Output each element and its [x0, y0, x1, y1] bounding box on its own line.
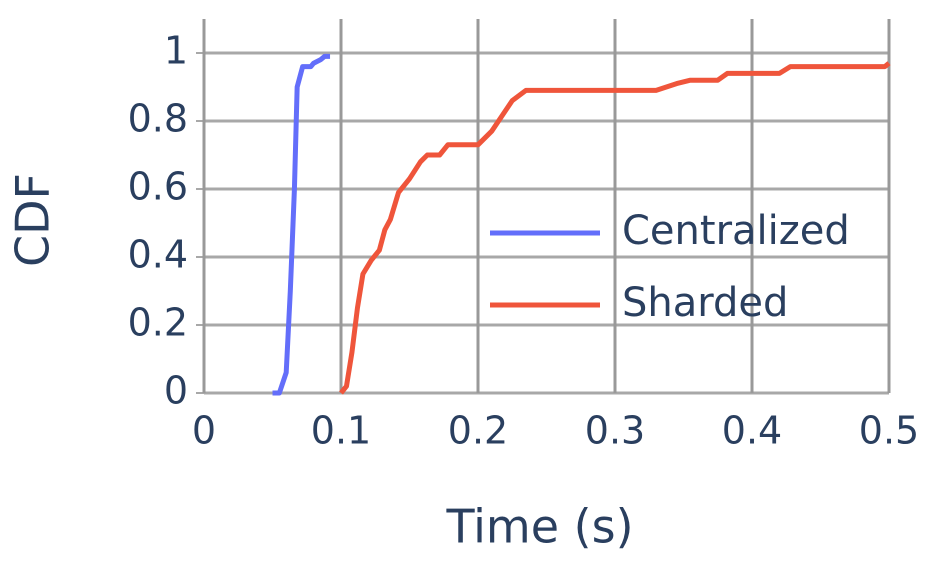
y-tick-label: 0 — [164, 369, 188, 413]
y-tick-label: 0.2 — [128, 301, 188, 345]
y-tick-label: 0.6 — [128, 165, 188, 209]
legend-label: Centralized — [622, 208, 850, 254]
x-tick-label: 0.2 — [448, 409, 508, 453]
series-line — [339, 61, 891, 395]
y-axis-title: CDF — [6, 173, 60, 267]
x-tick-label: 0.4 — [722, 409, 782, 453]
y-tick-label: 1 — [164, 29, 188, 73]
x-axis-title: Time (s) — [445, 500, 633, 554]
y-tick-label: 0.8 — [128, 97, 188, 141]
x-tick-label: 0 — [192, 409, 216, 453]
x-tick-label: 0.5 — [859, 409, 919, 453]
x-tick-label: 0.1 — [311, 409, 371, 453]
legend-label: Sharded — [622, 280, 788, 326]
y-tick-label: 0.4 — [128, 233, 188, 277]
series-line — [272, 53, 331, 396]
x-tick-label: 0.3 — [585, 409, 645, 453]
